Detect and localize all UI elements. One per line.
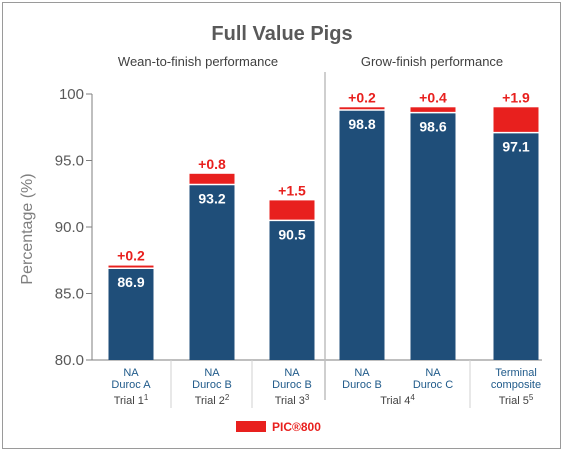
bar-increment-label: +0.8 [198, 156, 226, 172]
y-tick-label: 90.0 [55, 219, 84, 236]
bar-increment [108, 265, 154, 269]
bar-value-label: 86.9 [117, 274, 144, 290]
y-tick-label: 85.0 [55, 286, 84, 303]
legend-swatch [236, 421, 266, 432]
x-category-label: Terminal [495, 367, 537, 379]
x-category-label: composite [491, 379, 541, 391]
x-category-label: NA [204, 367, 220, 379]
x-category-label: NA [123, 367, 139, 379]
x-category-label: Duroc B [192, 379, 232, 391]
x-trial-label: Trial 22 [195, 393, 230, 407]
bar-value-label: 93.2 [198, 190, 225, 206]
bar-increment-label: +0.4 [419, 89, 447, 105]
x-trial-label-shared: Trial 44 [380, 393, 415, 407]
chart-title: Full Value Pigs [211, 23, 352, 45]
bar-value-label: 98.6 [419, 119, 446, 135]
bar-base [410, 112, 456, 361]
x-category-label: NA [284, 367, 300, 379]
bar-increment-label: +1.5 [278, 182, 306, 198]
x-category-label: NA [354, 367, 370, 379]
x-category-label: Duroc C [413, 379, 453, 391]
x-category-label: Duroc A [111, 379, 151, 391]
bar-increment [339, 107, 385, 110]
bar-base [269, 220, 315, 360]
x-trial-label: Trial 33 [275, 393, 310, 407]
bar-increment [410, 107, 456, 113]
bar-base [108, 268, 154, 360]
x-trial-label: Trial 11 [114, 393, 149, 407]
group-label-grow-finish: Grow-finish performance [361, 54, 503, 69]
bar-increment-label: +0.2 [117, 248, 145, 264]
bar-base [493, 132, 539, 360]
y-tick-label: 80.0 [55, 352, 84, 369]
bar-increment-label: +1.9 [502, 89, 530, 105]
bar-increment-label: +0.2 [348, 89, 376, 105]
group-label-wean-to-finish: Wean-to-finish performance [118, 54, 278, 69]
x-category-label: Duroc B [272, 379, 312, 391]
bar-increment [493, 107, 539, 133]
bar-value-label: 90.5 [278, 226, 305, 242]
y-tick-label: 95.0 [55, 153, 84, 170]
x-category-label: Duroc B [342, 379, 382, 391]
bar-increment [189, 173, 235, 185]
bar-value-label: 98.8 [348, 116, 375, 132]
bar-increment [269, 200, 315, 221]
y-axis-label: Percentage (%) [19, 173, 36, 284]
bar-base [189, 184, 235, 360]
x-category-label: NA [425, 367, 441, 379]
y-tick-label: 100 [59, 86, 84, 103]
legend-label: PIC®800 [272, 420, 321, 434]
bar-base [339, 109, 385, 361]
x-trial-label: Trial 55 [499, 393, 534, 407]
bar-value-label: 97.1 [502, 139, 529, 155]
